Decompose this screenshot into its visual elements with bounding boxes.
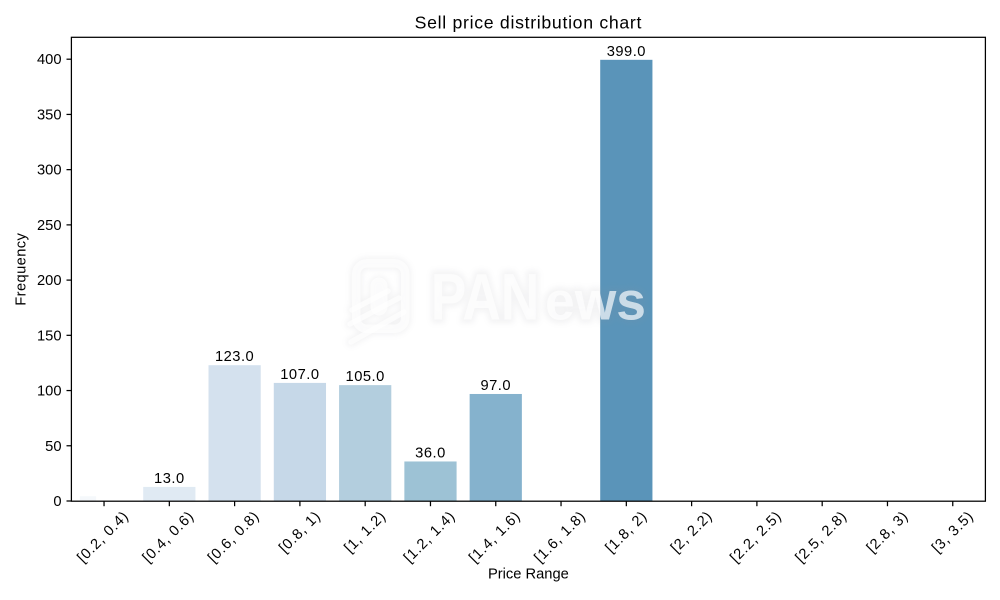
svg-text:200: 200 [37, 273, 62, 289]
svg-text:36.0: 36.0 [415, 445, 446, 461]
svg-text:Frequency: Frequency [14, 232, 30, 305]
svg-text:107.0: 107.0 [280, 367, 319, 383]
svg-text:123.0: 123.0 [215, 349, 254, 365]
svg-text:PAN: PAN [431, 260, 540, 334]
svg-text:150: 150 [37, 328, 62, 344]
svg-text:ews: ews [545, 272, 646, 332]
svg-text:250: 250 [37, 218, 62, 234]
svg-text:ews: ews [545, 272, 646, 332]
svg-text:105.0: 105.0 [346, 369, 385, 385]
svg-text:Price Range: Price Range [488, 567, 569, 583]
svg-text:400: 400 [37, 52, 62, 68]
svg-text:0: 0 [53, 494, 61, 510]
svg-text:399.0: 399.0 [607, 44, 646, 60]
svg-text:13.0: 13.0 [154, 471, 185, 487]
svg-text:350: 350 [37, 107, 62, 123]
svg-text:50: 50 [45, 439, 61, 455]
svg-text:Sell price distribution chart: Sell price distribution chart [415, 13, 642, 33]
svg-text:300: 300 [37, 163, 62, 179]
svg-text:PAN: PAN [431, 260, 540, 334]
svg-text:97.0: 97.0 [480, 378, 511, 394]
svg-text:100: 100 [37, 384, 62, 400]
